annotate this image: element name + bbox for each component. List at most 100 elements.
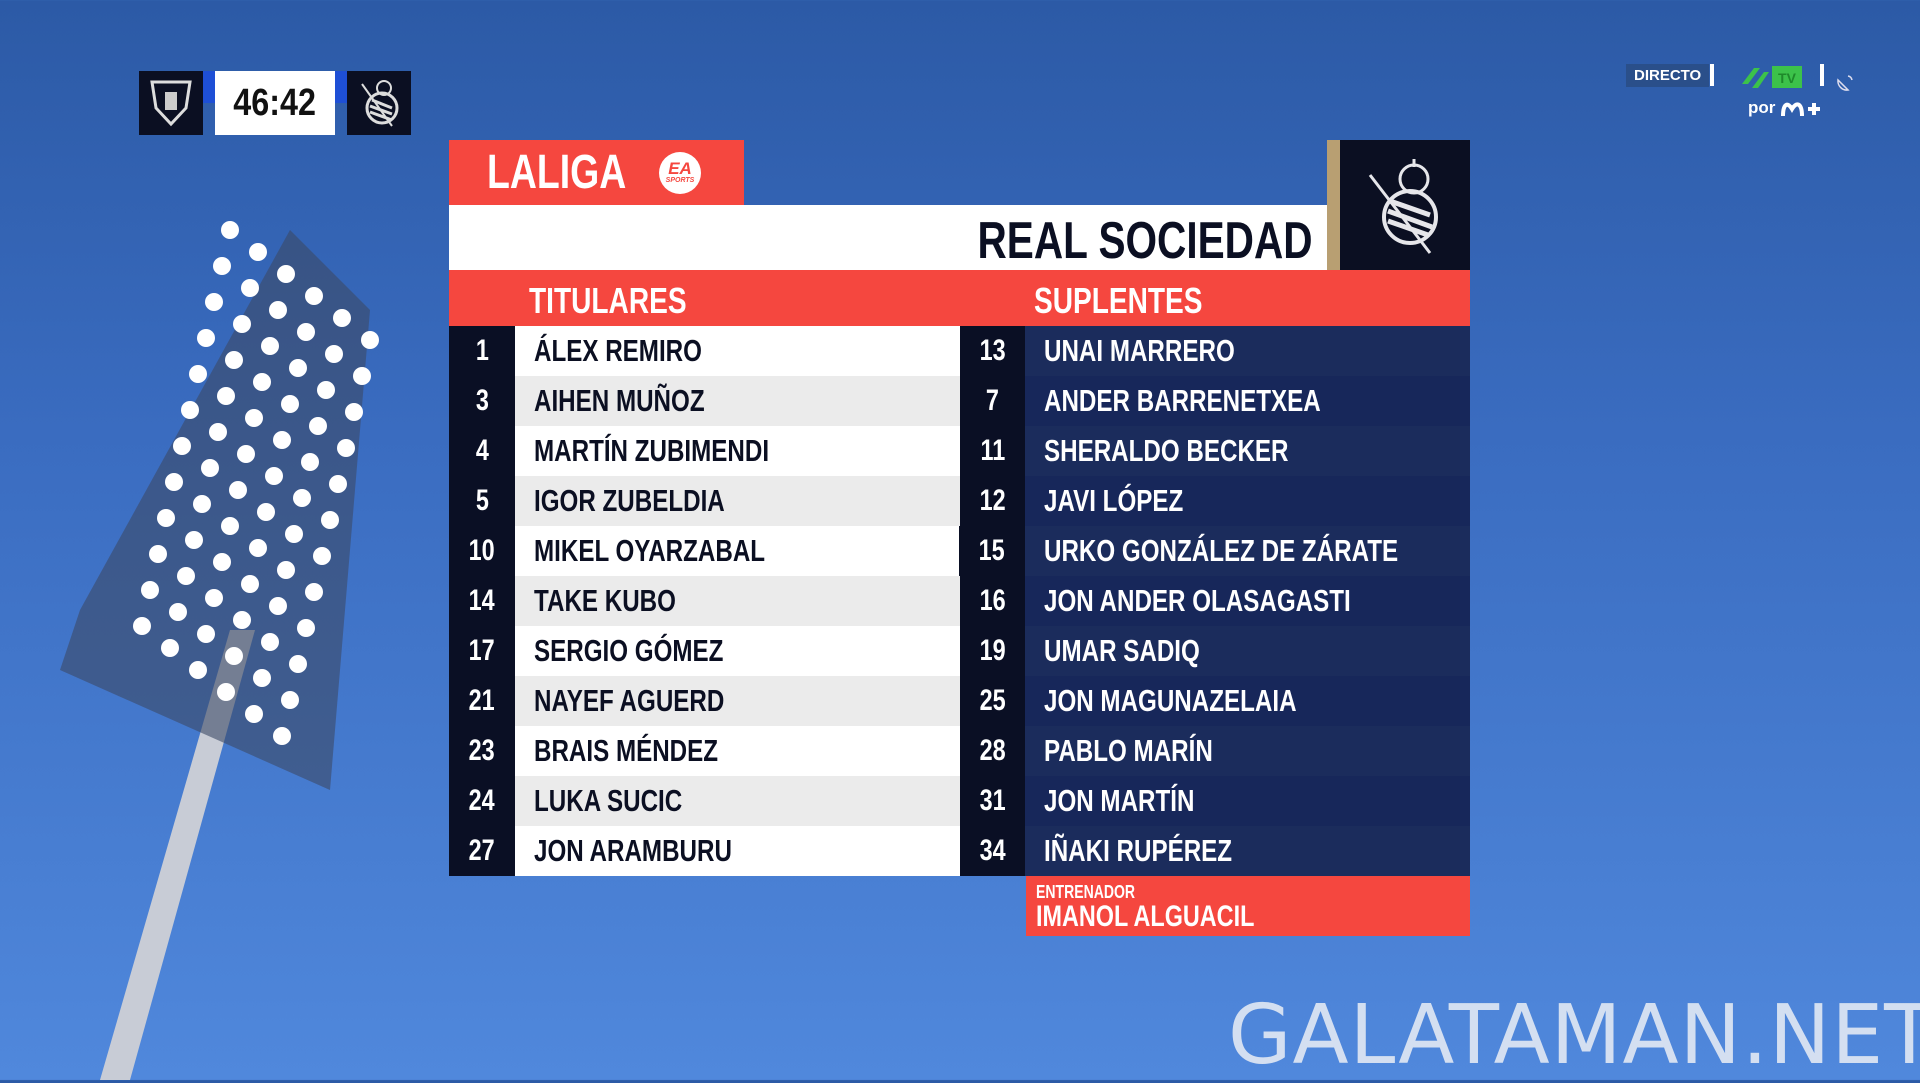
starter-name: NAYEF AGUERD bbox=[514, 676, 960, 726]
floodlight-lamp bbox=[229, 481, 247, 499]
ea-sports-logo: EA SPORTS bbox=[659, 152, 701, 194]
floodlight-lamp bbox=[277, 561, 295, 579]
starter-number: 21 bbox=[449, 676, 515, 726]
table-row: 5 IGOR ZUBELDIA 12 JAVI LÓPEZ bbox=[449, 476, 1470, 526]
floodlight-lamp bbox=[345, 403, 363, 421]
floodlight-lamp bbox=[197, 329, 215, 347]
real-sociedad-crest-icon bbox=[347, 71, 411, 135]
sub-number: 11 bbox=[959, 426, 1026, 476]
sub-number: 13 bbox=[959, 326, 1026, 376]
floodlight-lamp bbox=[189, 661, 207, 679]
table-row: 10 MIKEL OYARZABAL 15 URKO GONZÁLEZ DE Z… bbox=[449, 526, 1470, 576]
stadium-floodlight bbox=[60, 221, 379, 1080]
svg-text:TV: TV bbox=[1778, 70, 1797, 86]
starter-number: 27 bbox=[449, 826, 515, 876]
floodlight-lamp bbox=[329, 475, 347, 493]
broadcaster-branding: DIRECTO TV por bbox=[1620, 60, 1860, 130]
sub-name: JON MAGUNAZELAIA bbox=[1025, 676, 1470, 726]
starters-heading: TITULARES bbox=[529, 280, 687, 321]
table-row: 3 AIHEN MUÑOZ 7 ANDER BARRENETXEA bbox=[449, 376, 1470, 426]
starter-number: 5 bbox=[449, 476, 515, 526]
real-sociedad-crest-icon bbox=[1340, 140, 1470, 270]
starter-name: LUKA SUCIC bbox=[514, 776, 960, 826]
floodlight-lamp bbox=[245, 409, 263, 427]
floodlight-lamp bbox=[249, 243, 267, 261]
starter-number: 4 bbox=[449, 426, 515, 476]
floodlight-lamp bbox=[209, 423, 227, 441]
floodlight-lamp bbox=[281, 691, 299, 709]
table-row: 4 MARTÍN ZUBIMENDI 11 SHERALDO BECKER bbox=[449, 426, 1470, 476]
floodlight-lamp bbox=[181, 401, 199, 419]
floodlight-lamp bbox=[305, 583, 323, 601]
sub-number: 25 bbox=[959, 676, 1026, 726]
starter-name: ÁLEX REMIRO bbox=[514, 326, 960, 376]
sub-name: ANDER BARRENETXEA bbox=[1025, 376, 1470, 426]
floodlight-lamp bbox=[149, 545, 167, 563]
floodlight-lamp bbox=[325, 345, 343, 363]
floodlight-lamp bbox=[157, 509, 175, 527]
floodlight-lamp bbox=[213, 553, 231, 571]
floodlight-lamp bbox=[301, 453, 319, 471]
starter-name: TAKE KUBO bbox=[514, 576, 960, 626]
floodlight-lamp bbox=[273, 727, 291, 745]
subs-heading: SUPLENTES bbox=[1034, 280, 1203, 321]
starter-number: 1 bbox=[449, 326, 515, 376]
sub-name: PABLO MARÍN bbox=[1025, 726, 1470, 776]
floodlight-lamp bbox=[313, 547, 331, 565]
sub-name: UMAR SADIQ bbox=[1025, 626, 1470, 676]
floodlight-lamp bbox=[161, 639, 179, 657]
floodlight-lamp bbox=[217, 683, 235, 701]
laliga-tv-logo: TV bbox=[1742, 66, 1802, 88]
table-row: 1 ÁLEX REMIRO 13 UNAI MARRERO bbox=[449, 326, 1470, 376]
floodlight-lamp bbox=[253, 669, 271, 687]
floodlight-lamp bbox=[317, 381, 335, 399]
sub-name: JON MARTÍN bbox=[1025, 776, 1470, 826]
floodlight-lamp bbox=[253, 373, 271, 391]
starter-name: MARTÍN ZUBIMENDI bbox=[514, 426, 960, 476]
floodlight-lamp bbox=[221, 517, 239, 535]
starter-name: MIKEL OYARZABAL bbox=[514, 526, 960, 576]
starter-name: IGOR ZUBELDIA bbox=[514, 476, 960, 526]
sub-number: 15 bbox=[959, 526, 1025, 576]
floodlight-lamp bbox=[361, 331, 379, 349]
floodlight-lamp bbox=[277, 265, 295, 283]
table-row: 21 NAYEF AGUERD 25 JON MAGUNAZELAIA bbox=[449, 676, 1470, 726]
floodlight-lamp bbox=[293, 489, 311, 507]
floodlight-lamp bbox=[221, 221, 239, 239]
starter-number: 23 bbox=[449, 726, 515, 776]
floodlight-lamp bbox=[133, 617, 151, 635]
movistar-plus-logo bbox=[1781, 101, 1821, 116]
lineup-header: TITULARES SUPLENTES bbox=[449, 270, 1470, 326]
leganes-crest-icon bbox=[139, 71, 203, 135]
floodlight-lamp bbox=[241, 575, 259, 593]
sub-number: 28 bbox=[959, 726, 1026, 776]
floodlight-lamp bbox=[185, 531, 203, 549]
sub-number: 34 bbox=[959, 826, 1026, 876]
floodlight-lamp bbox=[205, 589, 223, 607]
floodlight-lamp bbox=[177, 567, 195, 585]
floodlight-lamp bbox=[265, 467, 283, 485]
floodlight-lamp bbox=[245, 705, 263, 723]
starter-number: 17 bbox=[449, 626, 515, 676]
floodlight-lamp bbox=[261, 633, 279, 651]
floodlight-lamp bbox=[273, 431, 291, 449]
floodlight-lamp bbox=[289, 655, 307, 673]
floodlight-lamp bbox=[233, 315, 251, 333]
live-badge: DIRECTO bbox=[1626, 64, 1710, 87]
floodlight-lamp bbox=[169, 603, 187, 621]
floodlight-lamp bbox=[281, 395, 299, 413]
floodlight-lamp bbox=[333, 309, 351, 327]
floodlight-lamp bbox=[297, 619, 315, 637]
floodlight-lamp bbox=[297, 323, 315, 341]
floodlight-lamp bbox=[337, 439, 355, 457]
floodlight-lamp bbox=[213, 257, 231, 275]
floodlight-lamp bbox=[237, 445, 255, 463]
coach-box: ENTRENADOR IMANOL ALGUACIL bbox=[1026, 876, 1470, 936]
floodlight-lamp bbox=[225, 351, 243, 369]
floodlight-lamp bbox=[269, 301, 287, 319]
floodlight-lamp bbox=[241, 279, 259, 297]
floodlight-lamp bbox=[269, 597, 287, 615]
floodlight-lamp bbox=[309, 417, 327, 435]
sub-number: 7 bbox=[959, 376, 1026, 426]
starter-name: AIHEN MUÑOZ bbox=[514, 376, 960, 426]
